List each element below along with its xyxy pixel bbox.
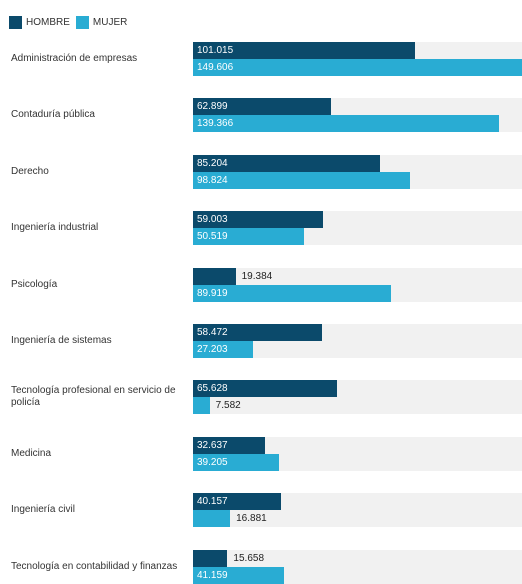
bar-hombre[interactable]	[193, 436, 265, 454]
bar-hombre[interactable]	[193, 154, 381, 172]
data-label-hombre: 19.384	[241, 270, 273, 282]
bar-mujer[interactable]	[193, 397, 210, 415]
data-label-mujer: 41.159	[197, 569, 228, 581]
legend-swatch-mujer	[75, 15, 89, 29]
bar-hombre[interactable]	[193, 42, 416, 59]
category-label: Ingeniería civil	[11, 504, 75, 516]
data-label-hombre: 59.003	[197, 214, 228, 226]
data-label-mujer: 50.519	[197, 231, 228, 243]
category-label: Tecnología en contabilidad y finanzas	[11, 560, 178, 572]
data-label-mujer: 7.582	[215, 400, 241, 412]
legend-item-mujer[interactable]: MUJER	[75, 15, 128, 29]
bar-hombre[interactable]	[193, 380, 338, 398]
data-label-hombre: 85.204	[197, 157, 228, 169]
data-label-mujer: 139.366	[197, 118, 234, 130]
bar-mujer[interactable]	[193, 510, 231, 528]
category-label: Contaduría pública	[11, 109, 95, 121]
category-row: Psicología 19.384 89.919	[0, 267, 522, 302]
legend-label-hombre: HOMBRE	[26, 16, 70, 28]
bar-hombre[interactable]	[193, 549, 228, 567]
bar-mujer[interactable]	[193, 228, 305, 246]
category-row: Tecnología profesional en servicio de po…	[0, 380, 522, 415]
data-label-mujer: 149.606	[197, 62, 234, 73]
bar-hombre[interactable]	[193, 493, 282, 511]
data-label-hombre: 32.637	[197, 439, 228, 451]
data-label-mujer: 89.919	[197, 287, 228, 299]
category-label: Administración de empresas	[11, 53, 138, 64]
bar-mujer[interactable]	[193, 171, 411, 189]
legend: HOMBRE MUJER	[9, 14, 127, 30]
category-label: Derecho	[11, 165, 49, 177]
data-label-hombre: 65.628	[197, 383, 228, 395]
category-label: Ingeniería de sistemas	[11, 335, 112, 346]
category-row: Tecnología en contabilidad y finanzas 15.…	[0, 549, 522, 584]
bar-mujer[interactable]	[193, 284, 391, 302]
category-row: Ingeniería de sistemas 58.472 27.203	[0, 324, 522, 358]
legend-item-hombre[interactable]: HOMBRE	[9, 15, 70, 29]
bar-hombre[interactable]	[193, 98, 332, 116]
category-row: Derecho 85.204 98.824	[0, 154, 522, 189]
bar-mujer[interactable]	[193, 115, 500, 133]
legend-swatch-hombre	[9, 15, 22, 29]
bar-hombre[interactable]	[193, 324, 322, 341]
bar-mujer[interactable]	[193, 59, 522, 76]
bar-mujer[interactable]	[193, 341, 253, 358]
data-label-mujer: 16.881	[236, 513, 267, 525]
category-label: Medicina	[11, 447, 52, 459]
category-row: Contaduría pública 62.899 139.366	[0, 98, 522, 133]
bar-hombre[interactable]	[193, 211, 323, 229]
data-label-hombre: 62.899	[197, 101, 228, 113]
bar-mujer[interactable]	[193, 453, 280, 471]
legend-label-mujer: MUJER	[92, 16, 128, 28]
data-label-hombre: 58.472	[197, 327, 228, 338]
category-row: Ingeniería civil 40.157 16.881	[0, 493, 522, 528]
category-label: Tecnología profesional en servicio de po…	[11, 385, 176, 409]
data-label-hombre: 40.157	[197, 496, 228, 508]
category-row: Ingeniería industrial 59.003 50.519	[0, 211, 522, 246]
category-label: Ingeniería industrial	[11, 222, 99, 234]
category-row: Medicina 32.637 39.205	[0, 436, 522, 471]
category-label: Psicología	[11, 278, 58, 290]
data-label-mujer: 39.205	[197, 456, 228, 468]
data-label-mujer: 98.824	[197, 174, 228, 186]
data-label-mujer: 27.203	[197, 344, 228, 355]
data-label-hombre: 15.658	[233, 552, 265, 564]
data-label-hombre: 101.015	[197, 45, 234, 56]
category-row: Administración de empresas 101.015 149.606	[0, 42, 522, 76]
bar-hombre[interactable]	[193, 267, 236, 285]
